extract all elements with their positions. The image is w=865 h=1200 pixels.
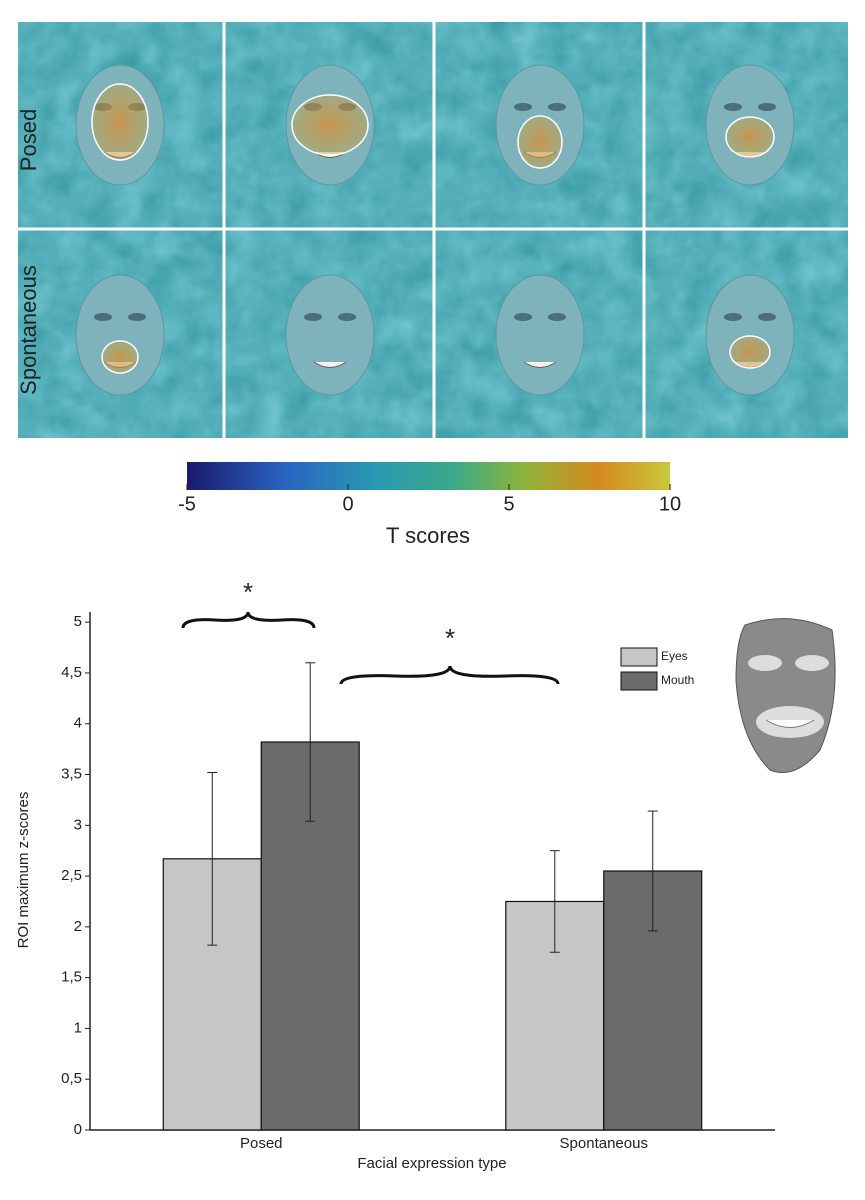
y-tick-label: 1,5 <box>61 969 82 986</box>
x-tick-label: Posed <box>240 1135 283 1152</box>
legend-label: Mouth <box>661 673 694 687</box>
eye <box>548 103 566 111</box>
heatmap-panels <box>18 22 848 438</box>
y-tick-label: 5 <box>74 613 82 630</box>
row-label: Spontaneous <box>16 265 41 395</box>
mouth <box>313 361 347 368</box>
y-tick-label: 4,5 <box>61 664 82 681</box>
activation-region <box>101 340 139 374</box>
significance-star: * <box>445 623 455 653</box>
y-tick-label: 2,5 <box>61 867 82 884</box>
row-label: Posed <box>16 109 41 171</box>
colorbar-label: T scores <box>386 523 470 548</box>
activation-region <box>725 116 775 158</box>
y-tick-label: 4 <box>74 715 82 732</box>
significance-star: * <box>243 577 253 607</box>
eye <box>758 103 776 111</box>
colorbar-tick-label: 5 <box>503 493 514 515</box>
y-axis-label: ROI maximum z-scores <box>15 792 32 949</box>
y-tick-label: 0 <box>74 1121 82 1138</box>
significance-bracket <box>339 665 560 685</box>
legend-face <box>735 618 836 773</box>
error-bar <box>305 662 316 822</box>
y-tick-label: 1 <box>74 1019 82 1036</box>
eye <box>128 313 146 321</box>
face <box>285 274 375 396</box>
activation-region <box>91 83 149 161</box>
colorbar-tick-label: -5 <box>178 493 196 515</box>
y-tick-label: 0,5 <box>61 1070 82 1087</box>
eye <box>514 103 532 111</box>
face <box>495 274 585 396</box>
eye <box>758 313 776 321</box>
legend-swatch <box>620 647 658 667</box>
colorbar <box>187 462 670 490</box>
legend-swatch <box>620 671 658 691</box>
x-tick-label: Spontaneous <box>560 1135 648 1152</box>
eye <box>724 313 742 321</box>
colorbar-tick-label: 10 <box>659 493 681 515</box>
error-bar <box>647 810 658 932</box>
legend-label: Eyes <box>661 649 688 663</box>
mouth <box>523 361 557 368</box>
face <box>705 274 795 396</box>
eye <box>94 313 112 321</box>
y-tick-label: 3,5 <box>61 765 82 782</box>
face <box>75 274 165 396</box>
activation-region <box>291 94 369 156</box>
eye <box>338 313 356 321</box>
activation-region <box>729 335 771 369</box>
error-bar <box>207 771 218 946</box>
significance-bracket <box>181 611 316 629</box>
eye <box>548 313 566 321</box>
y-tick-label: 3 <box>74 816 82 833</box>
colorbar-tick-label: 0 <box>342 493 353 515</box>
eye <box>724 103 742 111</box>
error-bar <box>549 850 560 953</box>
y-tick-label: 2 <box>74 918 82 935</box>
activation-region <box>517 115 563 169</box>
x-axis-label: Facial expression type <box>357 1155 506 1172</box>
eye <box>304 313 322 321</box>
eye <box>514 313 532 321</box>
